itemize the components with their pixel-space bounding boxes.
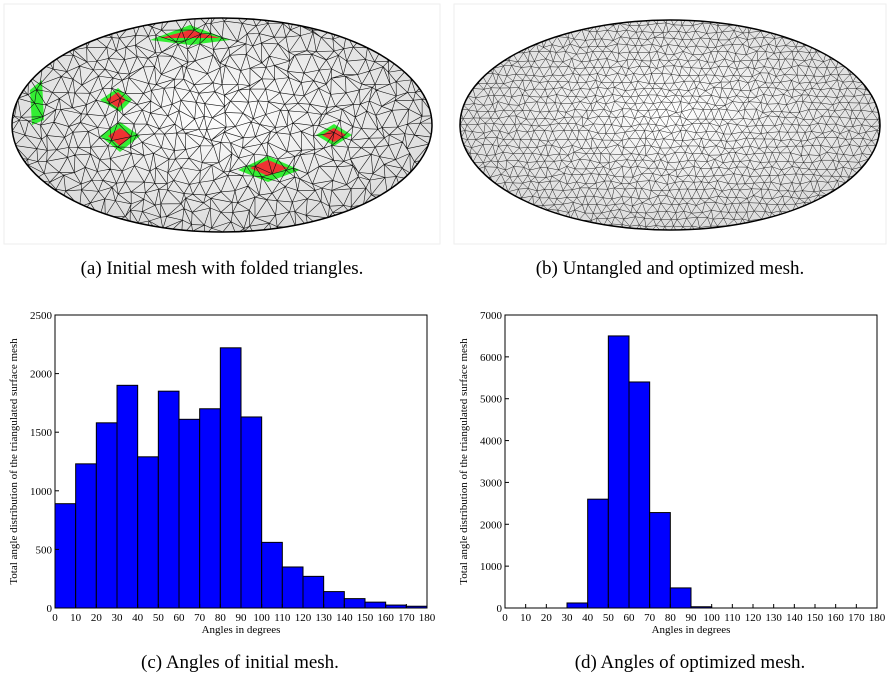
x-tick-label: 80	[215, 612, 227, 624]
y-tick-label: 5000	[480, 394, 503, 406]
bar	[650, 513, 671, 608]
x-tick-label: 170	[398, 612, 415, 624]
y-tick-label: 4000	[480, 436, 503, 448]
bar	[55, 504, 76, 608]
y-tick-label: 3000	[480, 477, 503, 489]
caption: (d) Angles of optimized mesh.	[575, 652, 806, 673]
x-tick-label: 40	[132, 612, 144, 624]
y-tick-label: 6000	[480, 352, 503, 364]
y-tick-label: 2000	[480, 519, 503, 531]
bar	[567, 603, 588, 608]
x-tick-label: 120	[295, 612, 312, 624]
x-tick-label: 10	[520, 612, 532, 624]
bar	[588, 499, 609, 608]
bar	[262, 542, 283, 608]
bar	[241, 417, 262, 608]
x-tick-label: 90	[686, 612, 698, 624]
x-tick-label: 150	[807, 612, 824, 624]
x-tick-label: 100	[703, 612, 720, 624]
x-tick-label: 100	[253, 612, 270, 624]
x-tick-label: 10	[70, 612, 82, 624]
x-tick-label: 70	[194, 612, 206, 624]
bar	[138, 457, 159, 608]
x-tick-label: 70	[644, 612, 656, 624]
x-tick-label: 0	[52, 612, 58, 624]
x-tick-label: 110	[724, 612, 741, 624]
x-axis-label: Angles in degrees	[652, 624, 731, 636]
bar	[76, 464, 97, 608]
figure: (a) Initial mesh with folded triangles. …	[0, 0, 889, 682]
x-tick-label: 140	[786, 612, 803, 624]
y-tick-label: 2000	[30, 369, 53, 381]
y-tick-label: 7000	[480, 310, 503, 322]
bar	[608, 336, 629, 608]
x-tick-label: 60	[624, 612, 636, 624]
x-tick-label: 30	[112, 612, 124, 624]
bar	[344, 599, 365, 608]
caption: (b) Untangled and optimized mesh.	[536, 258, 805, 279]
x-tick-label: 130	[315, 612, 332, 624]
bar	[117, 385, 138, 608]
bar	[158, 391, 179, 608]
x-tick-label: 20	[91, 612, 103, 624]
bar	[282, 567, 303, 608]
x-tick-label: 40	[582, 612, 594, 624]
x-tick-label: 180	[869, 612, 886, 624]
x-tick-label: 160	[377, 612, 394, 624]
mesh-surface	[12, 18, 432, 232]
y-axis-label: Total angle distribution of the triangul…	[458, 338, 470, 585]
x-tick-label: 80	[665, 612, 677, 624]
caption: (c) Angles of initial mesh.	[141, 652, 339, 673]
bar	[629, 382, 650, 608]
x-tick-label: 180	[419, 612, 436, 624]
y-tick-label: 1500	[30, 427, 53, 439]
y-tick-label: 2500	[30, 310, 53, 322]
x-tick-label: 140	[336, 612, 353, 624]
y-tick-label: 500	[36, 544, 53, 556]
x-tick-label: 60	[174, 612, 186, 624]
x-tick-label: 150	[357, 612, 374, 624]
x-tick-label: 120	[745, 612, 762, 624]
x-tick-label: 160	[827, 612, 844, 624]
x-tick-label: 20	[541, 612, 553, 624]
bar	[324, 592, 345, 608]
bar	[406, 606, 427, 608]
bar	[303, 576, 324, 608]
bar	[179, 419, 200, 608]
bar	[670, 588, 691, 608]
x-tick-label: 50	[153, 612, 165, 624]
bar	[96, 423, 117, 608]
x-tick-label: 130	[765, 612, 782, 624]
bar	[365, 602, 386, 608]
x-tick-label: 30	[562, 612, 574, 624]
x-tick-label: 170	[848, 612, 865, 624]
y-tick-label: 1000	[30, 486, 53, 498]
x-tick-label: 50	[603, 612, 615, 624]
x-tick-label: 90	[236, 612, 248, 624]
y-axis-label: Total angle distribution of the triangul…	[8, 338, 20, 585]
bar	[691, 607, 712, 608]
bar	[220, 348, 241, 608]
x-tick-label: 110	[274, 612, 291, 624]
x-tick-label: 0	[502, 612, 508, 624]
plot-area	[505, 315, 877, 608]
caption: (a) Initial mesh with folded triangles.	[81, 258, 364, 279]
bar	[200, 409, 221, 608]
y-tick-label: 1000	[480, 561, 503, 573]
bar	[386, 605, 407, 608]
x-axis-label: Angles in degrees	[202, 624, 281, 636]
